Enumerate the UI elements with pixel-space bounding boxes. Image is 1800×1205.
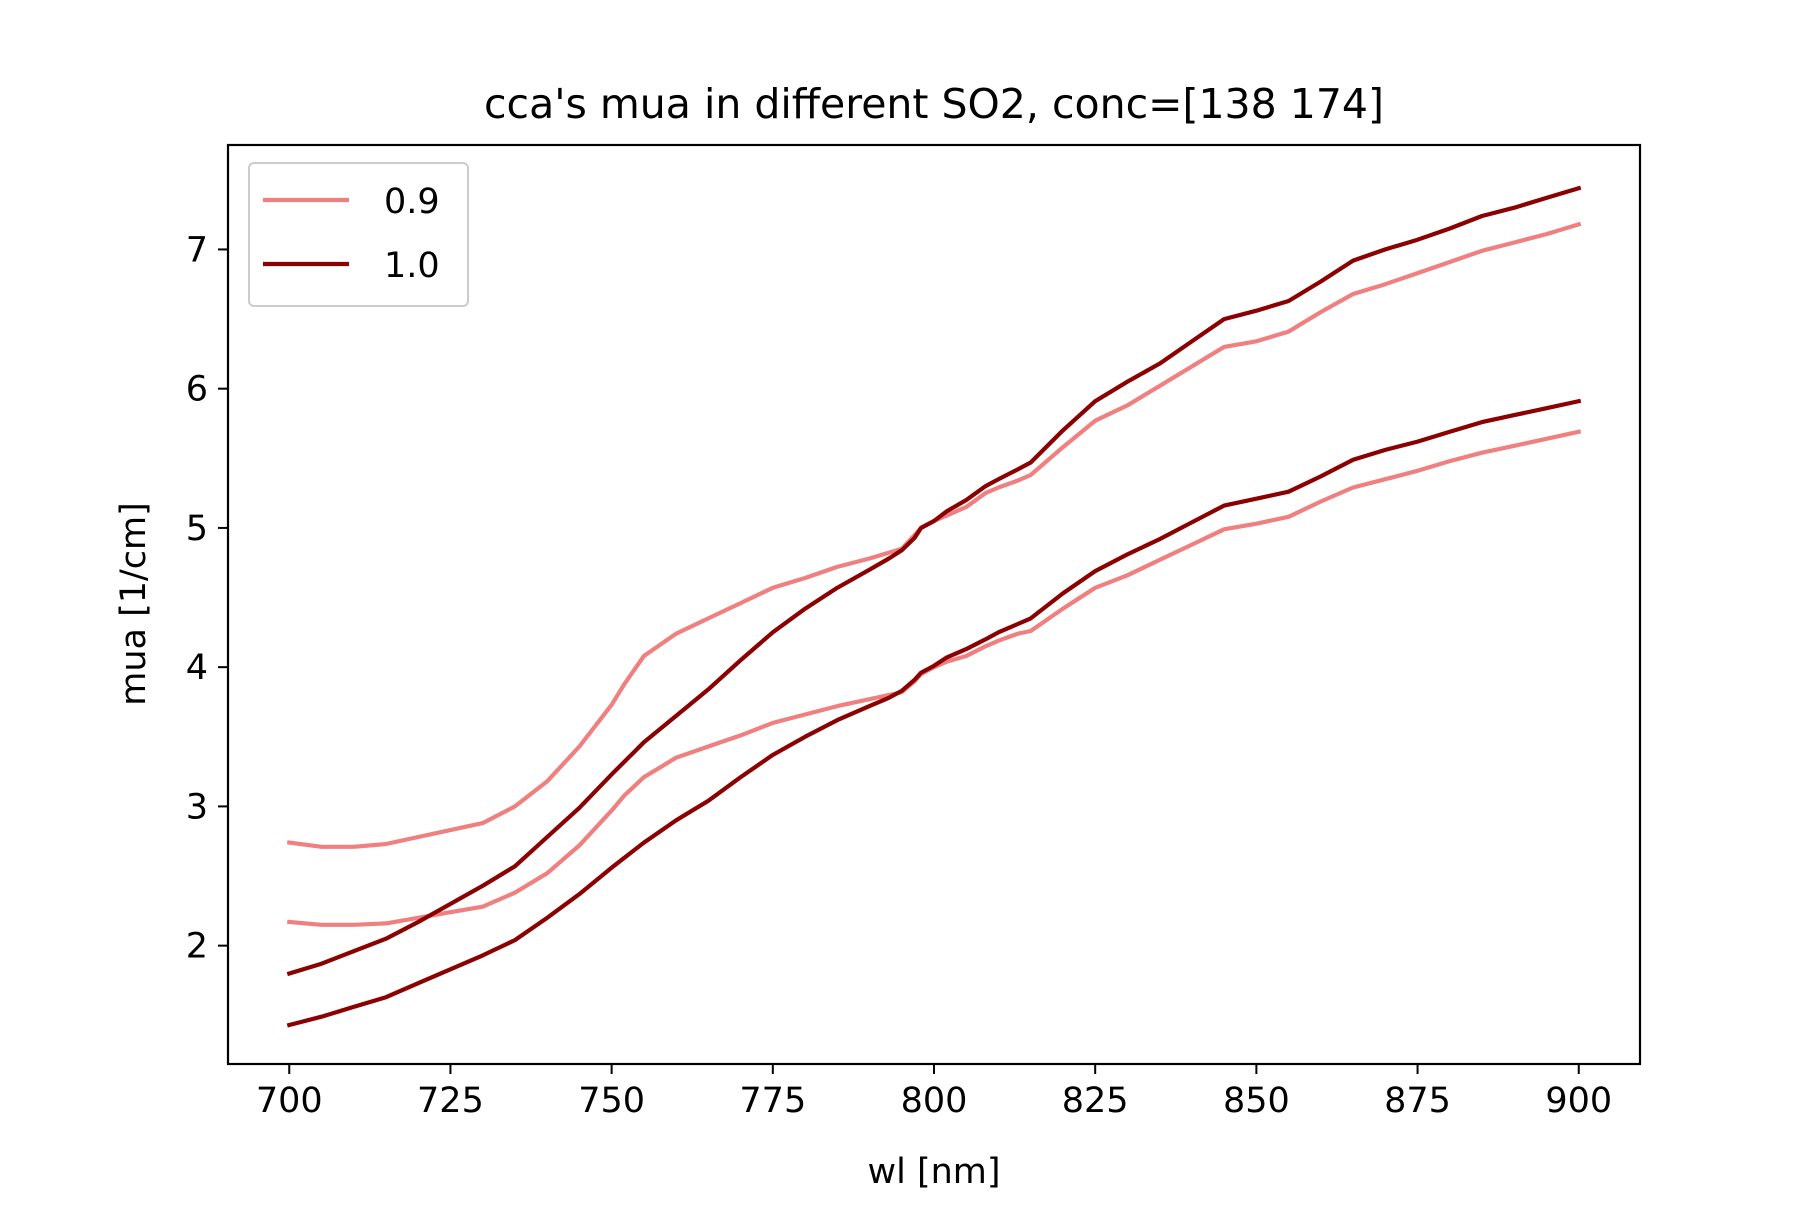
ticks-layer: 700 725 750 775 800 825 850 875 900 2 3 4 5 6 7 <box>186 230 1612 1121</box>
series-line-0.9-2 <box>287 429 1582 927</box>
x-axis-label: wl [nm] <box>867 1152 1000 1192</box>
y-axis-label: mua [1/cm] <box>114 502 154 706</box>
x-tick-label: 800 <box>901 1081 968 1121</box>
x-tick-label: 700 <box>256 1081 323 1121</box>
series-line-0.9-1 <box>286 221 1582 849</box>
chart-title: cca's mua in different SO2, conc=[138 17… <box>484 80 1384 128</box>
y-tick-label: 5 <box>186 509 208 549</box>
legend-label-0.9: 0.9 <box>384 182 440 222</box>
series-line-1.0-3 <box>286 185 1582 977</box>
legend-label-1.0: 1.0 <box>384 246 440 286</box>
x-tick-label: 750 <box>578 1081 645 1121</box>
y-tick-label: 4 <box>186 648 208 688</box>
x-tick-label: 725 <box>417 1081 484 1121</box>
x-tick-label: 775 <box>739 1081 806 1121</box>
x-tick-label: 825 <box>1062 1081 1129 1121</box>
y-tick-label: 6 <box>186 370 208 410</box>
legend-entries: 0.9 1.0 <box>263 182 440 286</box>
series-line-1.0-4 <box>286 398 1582 1028</box>
legend: 0.9 1.0 <box>248 162 469 307</box>
series-layer <box>286 185 1582 1028</box>
y-tick-label: 7 <box>186 230 208 270</box>
x-tick-label: 875 <box>1384 1081 1451 1121</box>
y-tick-label: 3 <box>186 787 208 827</box>
x-tick-label: 850 <box>1223 1081 1290 1121</box>
y-tick-label: 2 <box>186 927 208 967</box>
x-tick-label: 900 <box>1545 1081 1612 1121</box>
